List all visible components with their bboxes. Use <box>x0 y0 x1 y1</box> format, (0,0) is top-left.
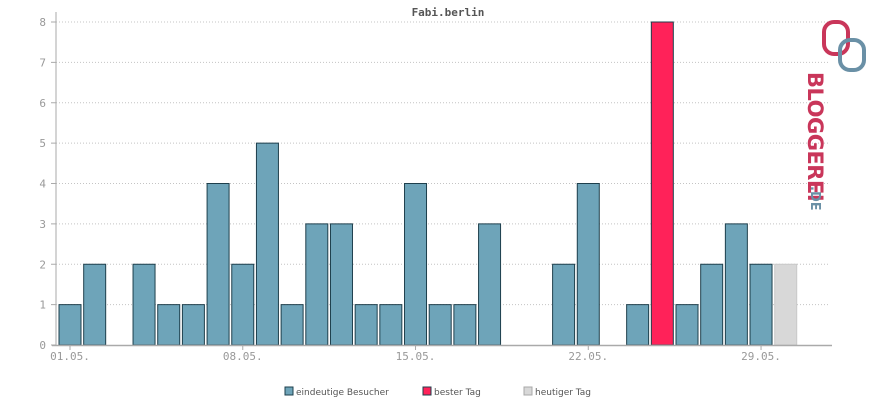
axes <box>52 12 832 347</box>
bar-25.05. <box>650 21 674 346</box>
bar-05.05. <box>157 304 181 346</box>
legend-label-normal: eindeutige Besucher <box>296 388 389 398</box>
legend: eindeutige Besucher bester Tag heutiger Ta… <box>284 386 591 398</box>
bar-30.05. <box>774 263 798 346</box>
bloggerei-logo-icon <box>822 20 866 72</box>
y-tick-label: 2 <box>39 258 46 271</box>
bar-24.05. <box>626 304 650 346</box>
bar-06.05. <box>181 304 205 346</box>
bloggerei-logo-text: BLOGGEREI <box>803 72 827 201</box>
bar-12.05. <box>329 223 353 346</box>
y-tick-label: 3 <box>39 218 46 231</box>
y-tick-label: 0 <box>39 339 46 352</box>
bloggerei-logo-suffix: .DE <box>807 186 822 211</box>
bar-02.05. <box>83 263 107 346</box>
legend-label-today: heutiger Tag <box>535 388 591 398</box>
chart-title: Fabi.berlin <box>412 6 485 19</box>
bar-04.05. <box>132 263 156 346</box>
bar-07.05. <box>206 183 230 346</box>
bar-16.05. <box>428 304 452 346</box>
y-tick-label: 6 <box>39 97 46 110</box>
bar-22.05. <box>576 183 600 346</box>
y-tick-label: 1 <box>39 299 46 312</box>
legend-swatch-normal <box>284 386 294 396</box>
bar-29.05. <box>749 263 773 346</box>
y-tick-label: 8 <box>39 16 46 29</box>
bar-28.05. <box>724 223 748 346</box>
bar-27.05. <box>700 263 724 346</box>
bar-14.05. <box>379 304 403 346</box>
bar-10.05. <box>280 304 304 346</box>
bar-15.05. <box>404 183 428 346</box>
bar-13.05. <box>354 304 378 346</box>
bar-21.05. <box>552 263 576 346</box>
x-tick-label: 15.05. <box>396 350 436 363</box>
y-tick-label: 5 <box>39 137 46 150</box>
x-tick-label: 08.05. <box>223 350 263 363</box>
x-tick-label: 01.05. <box>50 350 90 363</box>
legend-swatch-today <box>523 386 533 396</box>
x-tick-label: 29.05. <box>741 350 781 363</box>
bar-26.05. <box>675 304 699 346</box>
y-axis-tick-labels: 0 1 2 3 4 5 6 7 8 <box>39 16 46 352</box>
bar-01.05. <box>58 304 82 346</box>
legend-swatch-best <box>422 386 432 396</box>
bar-11.05. <box>305 223 329 346</box>
x-tick-label: 22.05. <box>568 350 608 363</box>
bar-09.05. <box>255 142 279 346</box>
bar-17.05. <box>453 304 477 346</box>
y-tick-label: 4 <box>39 178 46 191</box>
y-tick-label: 7 <box>39 56 46 69</box>
x-axis-tick-labels: 01.05. 08.05. 15.05. 22.05. 29.05. <box>50 345 781 363</box>
legend-label-best: bester Tag <box>434 388 481 398</box>
bar-08.05. <box>231 263 255 346</box>
bar-18.05. <box>478 223 502 346</box>
bloggerei-logo: BLOGGEREI .DE <box>803 20 866 211</box>
